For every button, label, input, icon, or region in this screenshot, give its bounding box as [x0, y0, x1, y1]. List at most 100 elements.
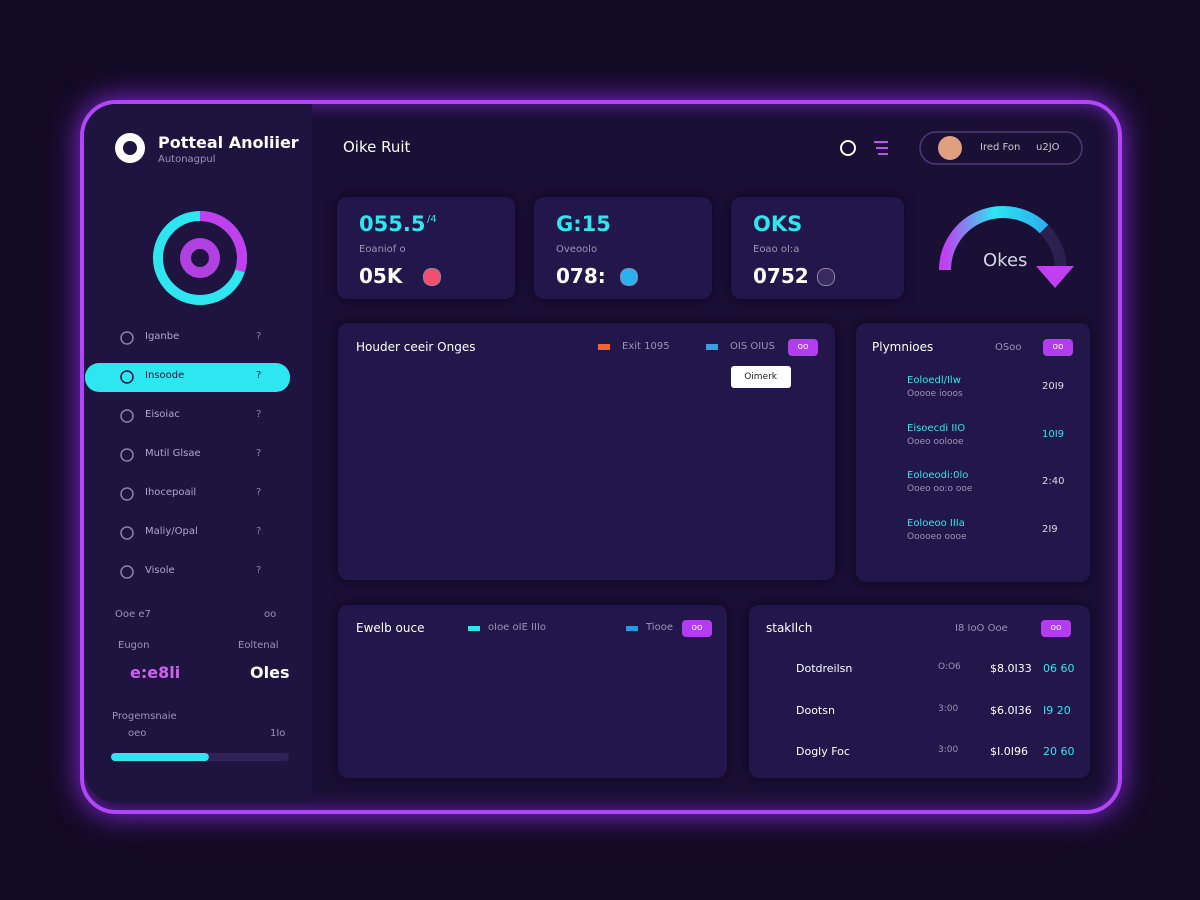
kpi-dot [620, 268, 638, 286]
stat-label: Eugon [118, 640, 150, 651]
nav-badge: ? [256, 565, 262, 576]
bar-panel [338, 605, 727, 778]
nav-icon [120, 370, 134, 384]
kpi-value: G:15 [556, 212, 611, 236]
nav-item[interactable]: Insoode [145, 370, 185, 381]
legend-label: oIoe oIE IIIo [488, 622, 547, 633]
page-title: Oike Ruit [343, 138, 411, 156]
brand-subtitle: Autonagpul [158, 154, 216, 165]
table-cell: I9 20 [1043, 703, 1071, 717]
list-item-value: 10I9 [1042, 428, 1065, 440]
brand-logo-hole [123, 141, 137, 155]
list-button[interactable]: oo [1043, 339, 1073, 356]
nav-icon [120, 331, 134, 345]
nav-item[interactable]: Ihocepoail [145, 487, 197, 498]
legend-swatch [468, 626, 480, 631]
table-cell: O:O6 [938, 662, 961, 672]
list-item-value: 2:40 [1042, 476, 1065, 487]
nav-badge: ? [256, 487, 262, 498]
list-item-title[interactable]: Eoloedl/Ilw [907, 375, 961, 386]
nav-icon [120, 526, 134, 540]
table-cell: 20 60 [1043, 745, 1075, 758]
table-cell: Dotdreilsn [796, 662, 853, 675]
legend-swatch [598, 344, 610, 350]
user-name: Ired Fon [980, 142, 1021, 153]
gauge-value [939, 206, 1049, 271]
nav-item[interactable]: Maliy/Opal [145, 526, 198, 537]
table-title: stakIlch [766, 621, 813, 635]
nav-badge: ? [256, 409, 262, 420]
list-item-title[interactable]: Eoloeoo IIIa [907, 517, 965, 529]
legend-label: Exit 1095 [622, 341, 670, 352]
bar-title: Ewelb ouce [356, 621, 425, 635]
nav-item[interactable]: Iganbe [145, 331, 180, 342]
kpi-total: 0752 [753, 264, 809, 288]
progress-legend: oeo [128, 728, 147, 739]
table-cell: $6.0I36 [990, 703, 1032, 717]
menu-icon[interactable] [874, 141, 888, 155]
list-panel [856, 323, 1090, 582]
sidebar-footer-label: Ooe e7 [115, 609, 151, 620]
list-item-title[interactable]: Eisoecdi IIO [907, 422, 966, 434]
table-cell: 3:00 [938, 703, 959, 714]
user-tag: u2JO [1036, 142, 1060, 153]
nav-item[interactable]: Visole [145, 565, 175, 576]
list-title: Plymnioes [872, 340, 934, 354]
list-item-sub: Ooooe iooos [907, 389, 963, 399]
kpi-total: 078: [556, 264, 606, 288]
stat-value: Oles [250, 663, 290, 682]
list-item-value: 20I9 [1042, 381, 1065, 392]
search-icon[interactable] [840, 140, 856, 156]
table-cell: Dogly Foc [796, 745, 850, 758]
stat-value: e:e8li [130, 663, 181, 682]
nav-icon [120, 487, 134, 501]
legend-label: Tiooe [646, 622, 673, 633]
kpi-total: 05K [359, 264, 403, 288]
list-link: OSoo [995, 342, 1022, 353]
table-button[interactable]: oo [1041, 620, 1071, 637]
bar-button[interactable]: oo [682, 620, 712, 637]
kpi-value: OKS [753, 212, 803, 236]
kpi-dot [817, 268, 835, 286]
legend-swatch [706, 344, 718, 350]
nav-badge: ? [256, 526, 262, 537]
kpi-label: Eoao oI:a [753, 244, 800, 255]
kpi-value: 055.5 [359, 212, 426, 236]
nav-icon [120, 448, 134, 462]
avatar [938, 136, 962, 160]
area-panel [338, 323, 835, 580]
nav-badge: ? [256, 448, 262, 459]
kpi-label: Eoaniof o [359, 244, 406, 255]
list-item-sub: Ooeo oolooe [907, 436, 964, 447]
kpi-dot [423, 268, 441, 286]
area-title: Houder ceeir Onges [356, 340, 476, 354]
kpi-label: Oveoolo [556, 244, 598, 255]
table-cell: 3:00 [938, 745, 959, 755]
nav-icon [120, 409, 134, 423]
tooltip: Oimerk [730, 366, 791, 388]
nav-badge: ? [256, 370, 262, 381]
table-cell: $I.0I96 [990, 745, 1028, 758]
brand-title: Potteal Anoliier [158, 133, 299, 152]
kpi-unit: /4 [427, 214, 437, 225]
legend-swatch [626, 626, 638, 631]
table-cell: $8.0I33 [990, 662, 1032, 675]
nav-item[interactable]: Eisoiac [145, 409, 180, 420]
progress-bar [111, 753, 209, 761]
nav-item[interactable]: Mutil Glsae [145, 448, 201, 459]
donut-value [199, 211, 247, 273]
donut-center-hole [191, 249, 209, 267]
table-panel [749, 605, 1090, 778]
nav-icon [120, 565, 134, 579]
user-pill[interactable] [919, 131, 1083, 165]
gauge-arrow [1036, 266, 1074, 288]
progress-label: Progemsnaie [112, 711, 177, 722]
gauge-label: Okes [983, 250, 1028, 271]
list-item-title[interactable]: Eoloeodi:0lo [907, 470, 969, 481]
area-button[interactable]: oo [788, 339, 818, 356]
list-item-value: 2I9 [1042, 523, 1058, 535]
table-cell: Dootsn [796, 703, 835, 717]
nav-badge: ? [256, 331, 262, 342]
progress-value: 1Io [270, 728, 286, 739]
